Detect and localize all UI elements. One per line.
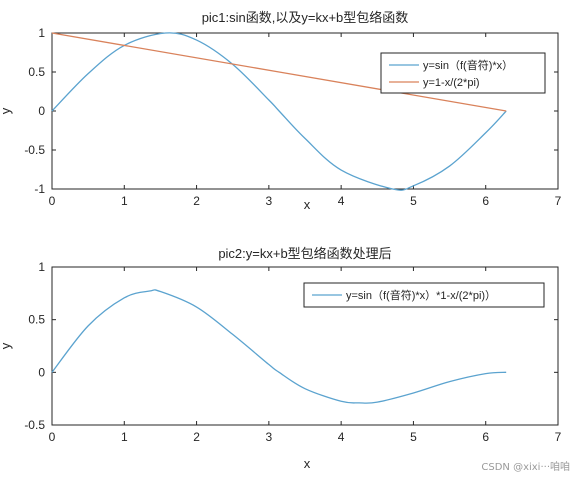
x-tick-label: 4 <box>338 194 345 208</box>
axes-box <box>51 266 559 426</box>
y-tick-label: 0.5 <box>28 313 45 327</box>
x-tick-label: 1 <box>121 194 128 208</box>
y-tick-label: -0.5 <box>24 143 45 157</box>
legend-label: y=1-x/(2*pi) <box>423 77 480 89</box>
x-tick-label: 5 <box>410 194 417 208</box>
x-tick-label: 1 <box>121 430 128 444</box>
x-tick-label: 2 <box>193 430 200 444</box>
series-line-1 <box>51 289 507 404</box>
legend-box <box>303 282 545 308</box>
y-tick-label: 1 <box>38 260 45 274</box>
legend-label: y=sin（f(音符)*x）*1-x/(2*pi)） <box>346 288 496 302</box>
x-tick-label: 0 <box>49 430 56 444</box>
chart-title: pic2:y=kx+b型包络函数处理后 <box>218 246 391 261</box>
x-tick-label: 3 <box>266 194 273 208</box>
x-tick-label: 5 <box>410 430 417 444</box>
x-axis-label: x <box>304 197 311 212</box>
x-tick-label: 6 <box>482 194 489 208</box>
series-line-1 <box>51 32 507 191</box>
chart-enveloped-sin: pic2:y=kx+b型包络函数处理后 0 1 2 3 4 5 6 7 1 0.5 0 -0.5 x y y=… <box>0 246 562 471</box>
chart-sin-with-envelope: pic1:sin函数,以及y=kx+b型包络函数 0 1 2 3 4 5 6 7 1 0.5 0 -0.… <box>0 10 562 212</box>
y-tick-label: 0 <box>38 104 45 118</box>
x-tick-label: 7 <box>555 194 562 208</box>
y-tick-label: -0.5 <box>24 418 45 432</box>
watermark: CSDN @xixi···咱咱 <box>481 462 570 473</box>
y-axis-label: y <box>0 107 13 114</box>
series-line-2 <box>51 32 507 112</box>
y-axis-label: y <box>0 342 13 349</box>
x-tick-label: 6 <box>482 430 489 444</box>
legend-box <box>380 52 546 94</box>
chart-title: pic1:sin函数,以及y=kx+b型包络函数 <box>202 10 409 25</box>
x-tick-label: 3 <box>266 430 273 444</box>
y-tick-label: 0 <box>38 365 45 379</box>
x-axis-label: x <box>304 456 311 471</box>
x-tick-label: 4 <box>338 430 345 444</box>
x-tick-label: 0 <box>49 194 56 208</box>
x-tick-label: 7 <box>555 430 562 444</box>
y-tick-label: -1 <box>34 182 45 196</box>
legend-label: y=sin（f(音符)*x） <box>423 58 513 72</box>
y-tick-label: 1 <box>38 26 45 40</box>
y-tick-label: 0.5 <box>28 65 45 79</box>
x-tick-label: 2 <box>193 194 200 208</box>
